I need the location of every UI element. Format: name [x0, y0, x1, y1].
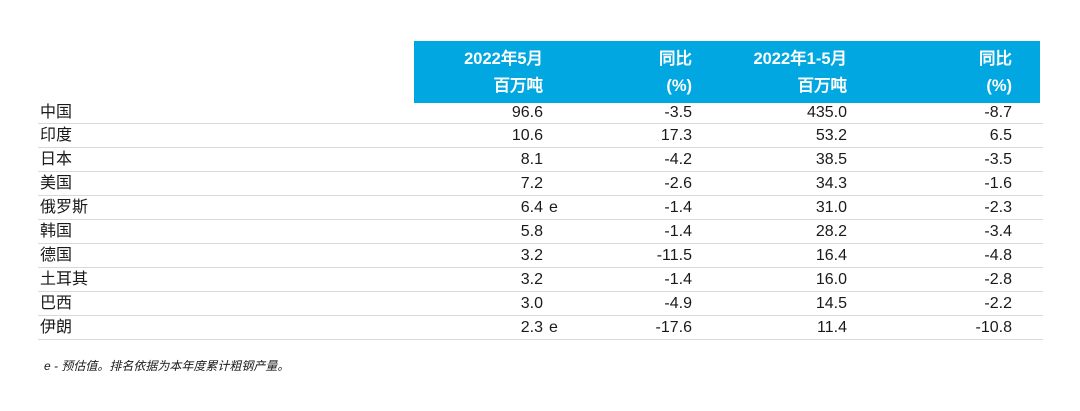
- country-name: 美国: [40, 175, 73, 192]
- yoy-may-value: -1.4: [664, 223, 692, 240]
- may-production-cell: 7.2: [414, 172, 565, 195]
- column-header-line1: 2022年5月: [464, 50, 543, 68]
- table-row-turkey: 土耳其 3.2 -1.4 16.0 -2.8: [38, 268, 1043, 292]
- column-header-line2: 百万吨: [797, 77, 848, 95]
- yoy-may-value: -3.5: [664, 104, 692, 121]
- may-production-cell: 3.2: [414, 268, 565, 291]
- table-row-china: 中国 96.6 -3.5 435.0 -8.7: [38, 103, 1043, 124]
- may-production-cell: 5.8: [414, 220, 565, 243]
- may-production-value: 10.6: [511, 127, 543, 144]
- jan-may-production-value: 14.5: [815, 295, 847, 312]
- column-header-yoy-jan-may: 同比 (%): [855, 46, 1040, 103]
- estimate-flag: [543, 244, 565, 267]
- estimate-flag: e: [549, 319, 558, 336]
- may-production-value: 96.6: [511, 104, 543, 121]
- may-production-value: 5.8: [520, 223, 543, 240]
- estimate-flag: [543, 172, 565, 195]
- yoy-jan-may-value: -2.2: [984, 295, 1012, 312]
- table-row-brazil: 巴西 3.0 -4.9 14.5 -2.2: [38, 292, 1043, 316]
- yoy-jan-may-value: -10.8: [975, 319, 1012, 336]
- yoy-may-value: -4.9: [664, 295, 692, 312]
- yoy-may-value: -11.5: [656, 247, 692, 264]
- jan-may-production-value: 28.2: [815, 223, 847, 240]
- table-row-usa: 美国 7.2 -2.6 34.3 -1.6: [38, 172, 1043, 196]
- estimate-flag: [543, 148, 565, 171]
- jan-may-production-value: 16.4: [815, 247, 847, 264]
- yoy-jan-may-value: -1.6: [984, 175, 1012, 192]
- estimate-flag: e: [549, 199, 558, 216]
- country-name: 韩国: [40, 223, 73, 240]
- header-spacer: [38, 41, 414, 103]
- country-name: 中国: [40, 104, 73, 121]
- may-production-value: 2.3: [520, 319, 543, 336]
- jan-may-production-value: 11.4: [817, 319, 847, 336]
- jan-may-production-value: 34.3: [815, 175, 847, 192]
- may-production-value: 3.2: [520, 247, 543, 264]
- column-header-yoy-may: 同比 (%): [565, 46, 700, 103]
- table-row-germany: 德国 3.2 -11.5 16.4 -4.8: [38, 244, 1043, 268]
- header-blue-band: 2022年5月 百万吨 同比 (%) 2022年1-5月 百万吨 同比 (%): [414, 41, 1040, 103]
- column-header-line1: 同比: [979, 50, 1012, 68]
- footnote: e - 预估值。排名依据为本年度累计粗钢产量。: [44, 359, 290, 373]
- estimate-flag: [543, 124, 565, 147]
- yoy-jan-may-value: -2.3: [984, 199, 1012, 216]
- column-header-line2: (%): [666, 77, 692, 95]
- country-name: 日本: [40, 151, 73, 168]
- column-header-line1: 2022年1-5月: [753, 50, 847, 68]
- table-row-japan: 日本 8.1 -4.2 38.5 -3.5: [38, 148, 1043, 172]
- may-production-cell: 10.6: [414, 124, 565, 147]
- yoy-may-value: -1.4: [664, 271, 692, 288]
- table-body: 中国 96.6 -3.5 435.0 -8.7 印度 10.6 17.3 53.…: [38, 103, 1043, 340]
- yoy-may-value: -1.4: [664, 199, 692, 216]
- column-header-line1: 同比: [659, 50, 692, 68]
- estimate-flag: [543, 268, 565, 291]
- jan-may-production-value: 435.0: [806, 104, 847, 121]
- column-header-line2: (%): [986, 77, 1012, 95]
- table-row-russia: 俄罗斯 6.4 e -1.4 31.0 -2.3: [38, 196, 1043, 220]
- country-name: 伊朗: [40, 319, 73, 336]
- estimate-flag: [543, 292, 565, 315]
- may-production-value: 7.2: [520, 175, 543, 192]
- yoy-jan-may-value: 6.5: [989, 127, 1012, 144]
- yoy-may-value: -4.2: [664, 151, 692, 168]
- country-name: 巴西: [40, 295, 73, 312]
- table-row-south-korea: 韩国 5.8 -1.4 28.2 -3.4: [38, 220, 1043, 244]
- may-production-cell: 3.2: [414, 244, 565, 267]
- yoy-jan-may-value: -3.5: [984, 151, 1012, 168]
- estimate-flag: [543, 220, 565, 243]
- may-production-cell: 3.0: [414, 292, 565, 315]
- jan-may-production-value: 16.0: [815, 271, 847, 288]
- yoy-jan-may-value: -4.8: [984, 247, 1012, 264]
- steel-production-table: 2022年5月 百万吨 同比 (%) 2022年1-5月 百万吨 同比 (%) …: [38, 41, 1043, 340]
- may-production-value: 3.2: [520, 271, 543, 288]
- column-header-jan-may-production: 2022年1-5月 百万吨: [700, 46, 855, 103]
- column-header-line2: 百万吨: [493, 77, 544, 95]
- country-name: 土耳其: [40, 271, 89, 288]
- may-production-value: 6.4: [520, 199, 543, 216]
- table-header: 2022年5月 百万吨 同比 (%) 2022年1-5月 百万吨 同比 (%): [38, 41, 1043, 103]
- jan-may-production-value: 53.2: [815, 127, 847, 144]
- table-row-india: 印度 10.6 17.3 53.2 6.5: [38, 124, 1043, 148]
- yoy-jan-may-value: -3.4: [984, 223, 1012, 240]
- jan-may-production-value: 31.0: [815, 199, 847, 216]
- yoy-may-value: 17.3: [660, 127, 692, 144]
- country-name: 德国: [40, 247, 73, 264]
- may-production-cell: 96.6: [414, 103, 565, 123]
- jan-may-production-value: 38.5: [815, 151, 847, 168]
- estimate-flag: [543, 103, 565, 123]
- yoy-may-value: -17.6: [655, 319, 692, 336]
- yoy-may-value: -2.6: [664, 175, 692, 192]
- column-header-may-production: 2022年5月 百万吨: [414, 46, 565, 103]
- may-production-value: 3.0: [520, 295, 543, 312]
- table-row-iran: 伊朗 2.3 e -17.6 11.4 -10.8: [38, 316, 1043, 340]
- may-production-value: 8.1: [520, 151, 543, 168]
- yoy-jan-may-value: -8.7: [984, 104, 1012, 121]
- may-production-cell: 2.3 e: [414, 316, 565, 339]
- may-production-cell: 6.4 e: [414, 196, 565, 219]
- country-name: 印度: [40, 127, 73, 144]
- may-production-cell: 8.1: [414, 148, 565, 171]
- yoy-jan-may-value: -2.8: [984, 271, 1012, 288]
- country-name: 俄罗斯: [40, 199, 89, 216]
